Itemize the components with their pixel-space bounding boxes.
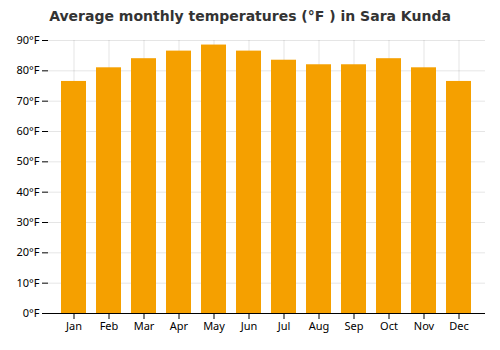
svg-text:Aug: Aug [309, 318, 330, 333]
svg-text:50°F: 50°F [16, 153, 39, 168]
svg-text:Jul: Jul [277, 318, 291, 333]
svg-text:90°F: 90°F [16, 32, 39, 47]
svg-text:60°F: 60°F [16, 123, 39, 138]
svg-text:Nov: Nov [414, 318, 435, 333]
svg-text:40°F: 40°F [16, 184, 39, 199]
svg-text:80°F: 80°F [16, 62, 39, 77]
svg-text:Apr: Apr [170, 318, 189, 333]
svg-text:Jan: Jan [65, 318, 82, 333]
html-text:Average monthly temperatures (: Average monthly temperatures (°F ) in Sa… [49, 8, 451, 24]
svg-text:70°F: 70°F [16, 93, 39, 108]
svg-text:Dec: Dec [449, 318, 469, 333]
svg-text:May: May [203, 318, 225, 333]
svg-text:Jun: Jun [240, 318, 258, 333]
svg-text:30°F: 30°F [16, 214, 39, 229]
svg-text:20°F: 20°F [16, 244, 39, 259]
svg-text:10°F: 10°F [16, 275, 39, 290]
svg-text:Mar: Mar [134, 318, 155, 333]
svg-text:0°F: 0°F [23, 305, 40, 320]
svg-text:Feb: Feb [100, 318, 119, 333]
svg-text:Sep: Sep [344, 318, 363, 333]
svg-text:Oct: Oct [380, 318, 398, 333]
